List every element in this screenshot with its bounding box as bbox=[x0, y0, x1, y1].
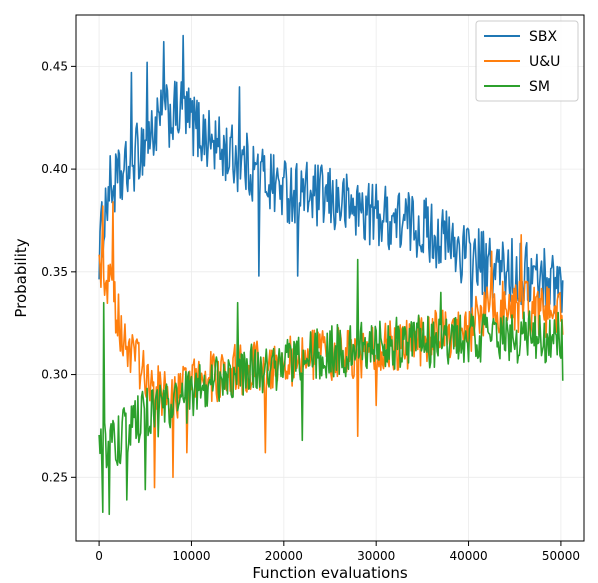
x-tick-label: 40000 bbox=[449, 549, 487, 563]
x-tick-label: 50000 bbox=[542, 549, 580, 563]
y-tick-label: 0.25 bbox=[41, 470, 68, 484]
legend-box bbox=[475, 20, 579, 102]
legend: SBX U&U SM bbox=[475, 20, 579, 102]
y-axis-label: Probability bbox=[12, 238, 30, 317]
x-tick-label: 30000 bbox=[357, 549, 395, 563]
y-tick-label: 0.45 bbox=[41, 59, 68, 73]
x-axis-ticks: 0 10000 20000 30000 40000 50000 bbox=[95, 541, 580, 563]
y-tick-label: 0.35 bbox=[41, 265, 68, 279]
x-axis-label: Function evaluations bbox=[252, 564, 407, 582]
series-line-sbx bbox=[98, 34, 564, 339]
legend-label: SBX bbox=[529, 29, 557, 45]
legend-label: U&U bbox=[529, 54, 560, 70]
y-tick-label: 0.30 bbox=[41, 368, 68, 382]
y-tick-label: 0.40 bbox=[41, 162, 68, 176]
x-tick-label: 20000 bbox=[265, 549, 303, 563]
legend-label: SM bbox=[529, 79, 550, 95]
y-axis-ticks: 0.25 0.30 0.35 0.40 0.45 bbox=[41, 59, 76, 484]
series-line-sm bbox=[98, 258, 564, 516]
plot-frame bbox=[75, 14, 585, 542]
x-tick-label: 10000 bbox=[172, 549, 210, 563]
x-tick-label: 0 bbox=[95, 549, 103, 563]
series-layer bbox=[98, 34, 564, 516]
